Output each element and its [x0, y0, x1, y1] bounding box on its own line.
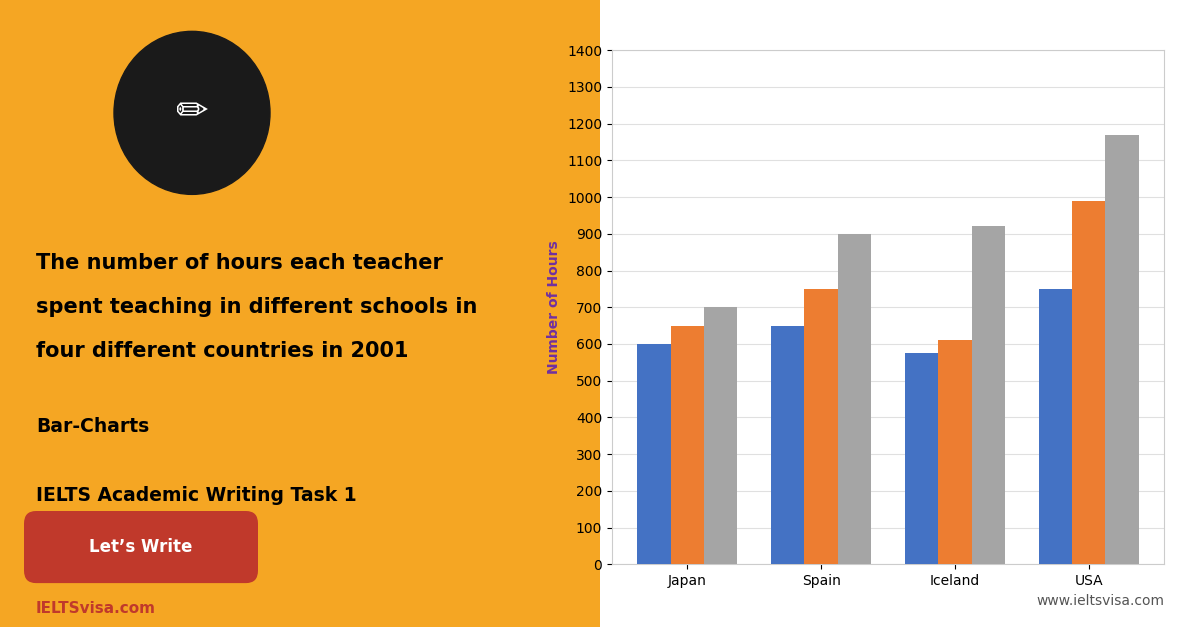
- FancyBboxPatch shape: [0, 0, 600, 627]
- Text: ✏: ✏: [175, 94, 209, 132]
- Bar: [838, 234, 871, 564]
- Bar: [704, 307, 738, 564]
- Polygon shape: [0, 0, 510, 627]
- Bar: [1038, 289, 1072, 564]
- Bar: [1072, 201, 1105, 564]
- FancyBboxPatch shape: [24, 511, 258, 583]
- Text: IELTS Academic Writing Task 1: IELTS Academic Writing Task 1: [36, 486, 356, 505]
- Bar: [1105, 135, 1139, 564]
- Bar: [637, 344, 671, 564]
- Bar: [770, 325, 804, 564]
- Bar: [905, 353, 938, 564]
- Bar: [938, 340, 972, 564]
- Text: spent teaching in different schools in: spent teaching in different schools in: [36, 297, 478, 317]
- Text: Bar-Charts: Bar-Charts: [36, 417, 149, 436]
- Circle shape: [114, 31, 270, 194]
- Text: Let’s Write: Let’s Write: [89, 538, 193, 556]
- Bar: [671, 325, 704, 564]
- Text: The number of hours each teacher: The number of hours each teacher: [36, 253, 443, 273]
- Polygon shape: [0, 0, 510, 627]
- Text: four different countries in 2001: four different countries in 2001: [36, 341, 408, 361]
- Bar: [972, 226, 1006, 564]
- Bar: [804, 289, 838, 564]
- Y-axis label: Number of Hours: Number of Hours: [547, 240, 562, 374]
- Text: www.ieltsvisa.com: www.ieltsvisa.com: [1036, 594, 1164, 608]
- Legend: Primary, Lower Secondary, Upper Secondery: Primary, Lower Secondary, Upper Seconder…: [660, 624, 1116, 627]
- Text: IELTSvisa.com: IELTSvisa.com: [36, 601, 156, 616]
